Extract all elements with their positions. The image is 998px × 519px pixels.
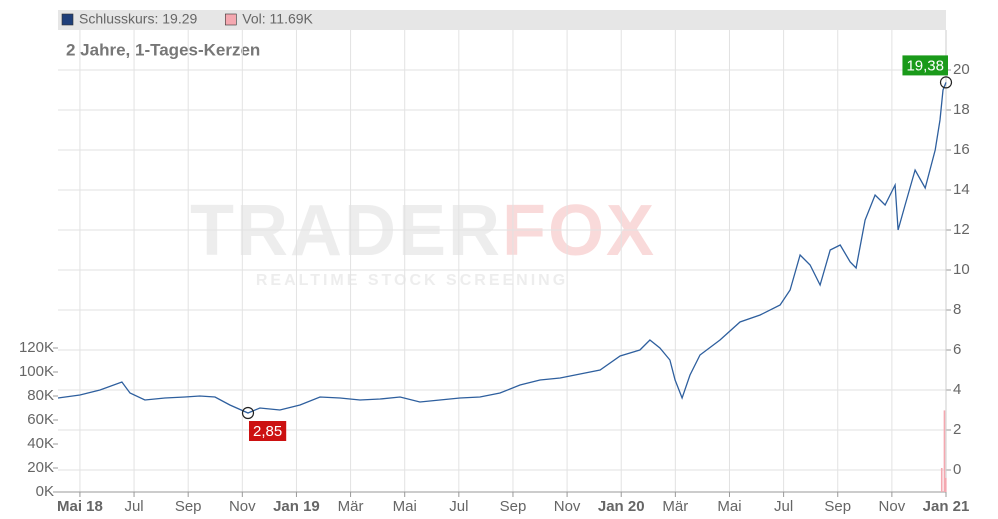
y2-tick-label: 2	[953, 421, 961, 438]
annotation-marker	[241, 406, 255, 420]
x-tick-label: Nov	[554, 498, 581, 515]
y-tick-label: 40K	[27, 435, 54, 452]
x-tick-label: Jul	[774, 498, 793, 515]
y2-tick-label: 0	[953, 461, 961, 478]
y-tick-label: 100K	[19, 363, 54, 380]
x-tick-label: Jan 19	[273, 498, 320, 515]
legend-label: Vol: 11.69K	[242, 11, 313, 27]
y-tick-label: 60K	[27, 411, 54, 428]
volume-bar	[945, 477, 947, 492]
x-tick-label: Sep	[500, 498, 527, 515]
annotation: 2,85	[248, 421, 287, 441]
y2-tick-label: 10	[953, 261, 970, 278]
watermark-left: TRADER	[190, 191, 502, 271]
y-tick-label: 0K	[36, 483, 54, 500]
annotation-box	[248, 421, 287, 441]
y-tick-label: 80K	[27, 387, 54, 404]
y2-tick-label: 6	[953, 341, 961, 358]
x-tick-label: Jan 21	[923, 498, 970, 515]
y2-tick-label: 4	[953, 381, 961, 398]
y2-tick-label: 14	[953, 181, 970, 198]
annotation-label: 2,85	[253, 423, 282, 440]
annotation-box	[902, 55, 948, 76]
volume-bar	[940, 468, 943, 492]
x-tick-label: Mai	[717, 498, 741, 515]
y2-tick-label: 8	[953, 301, 961, 318]
legend-swatch	[224, 13, 237, 26]
x-tick-label: Mai 18	[57, 498, 103, 515]
y2-tick-label: 20	[953, 61, 970, 78]
price-line	[57, 82, 947, 414]
x-tick-label: Mai	[393, 498, 417, 515]
x-tick-label: Nov	[229, 498, 256, 515]
y2-tick-label: 18	[953, 101, 970, 118]
x-tick-label: Sep	[824, 498, 851, 515]
watermark-right: FOX	[502, 191, 656, 271]
chart-subtitle: 2 Jahre, 1-Tages-Kerzen	[66, 40, 260, 59]
legend-label: Schlusskurs: 19.29	[79, 11, 197, 27]
annotation-label: 19,38	[906, 57, 944, 74]
x-tick-label: Jul	[124, 498, 143, 515]
y-tick-label: 120K	[19, 339, 54, 356]
legend-swatch	[61, 13, 74, 26]
y2-tick-label: 16	[953, 141, 970, 158]
y-tick-label: 20K	[27, 459, 54, 476]
annotation-marker	[939, 76, 953, 89]
x-tick-label: Mär	[338, 498, 364, 515]
y2-tick-label: 12	[953, 221, 970, 238]
annotation: 19,38	[902, 55, 948, 76]
x-tick-label: Nov	[879, 498, 906, 515]
watermark-tagline: REALTIME STOCK SCREENING	[256, 272, 568, 289]
x-tick-label: Jan 20	[598, 498, 645, 515]
x-tick-label: Jul	[449, 498, 468, 515]
x-tick-label: Mär	[662, 498, 688, 515]
x-tick-label: Sep	[175, 498, 202, 515]
legend-bar	[58, 10, 946, 30]
volume-bar	[943, 410, 946, 492]
